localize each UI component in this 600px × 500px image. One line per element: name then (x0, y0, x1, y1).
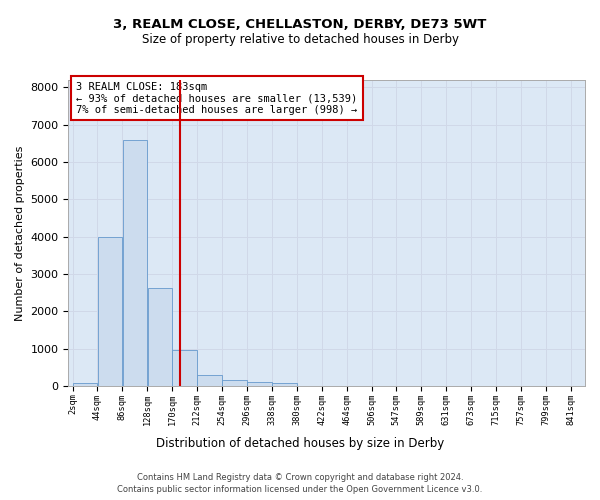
Text: 3, REALM CLOSE, CHELLASTON, DERBY, DE73 5WT: 3, REALM CLOSE, CHELLASTON, DERBY, DE73 … (113, 18, 487, 30)
Bar (98, 238, 122, 386)
Bar (122, 140, 147, 386)
Text: Contains HM Land Registry data © Crown copyright and database right 2024.: Contains HM Land Registry data © Crown c… (137, 472, 463, 482)
Bar (223, 380, 247, 386)
Text: Size of property relative to detached houses in Derby: Size of property relative to detached ho… (142, 32, 458, 46)
Bar (172, 350, 197, 386)
Text: Contains public sector information licensed under the Open Government Licence v3: Contains public sector information licen… (118, 485, 482, 494)
Bar (73, 383, 97, 386)
Bar (272, 382, 297, 386)
Bar (148, 288, 172, 386)
Y-axis label: Number of detached properties: Number of detached properties (15, 145, 25, 320)
Text: Distribution of detached houses by size in Derby: Distribution of detached houses by size … (156, 438, 444, 450)
Bar (247, 382, 272, 386)
Text: 3 REALM CLOSE: 183sqm
← 93% of detached houses are smaller (13,539)
7% of semi-d: 3 REALM CLOSE: 183sqm ← 93% of detached … (76, 82, 358, 114)
Bar (197, 374, 222, 386)
